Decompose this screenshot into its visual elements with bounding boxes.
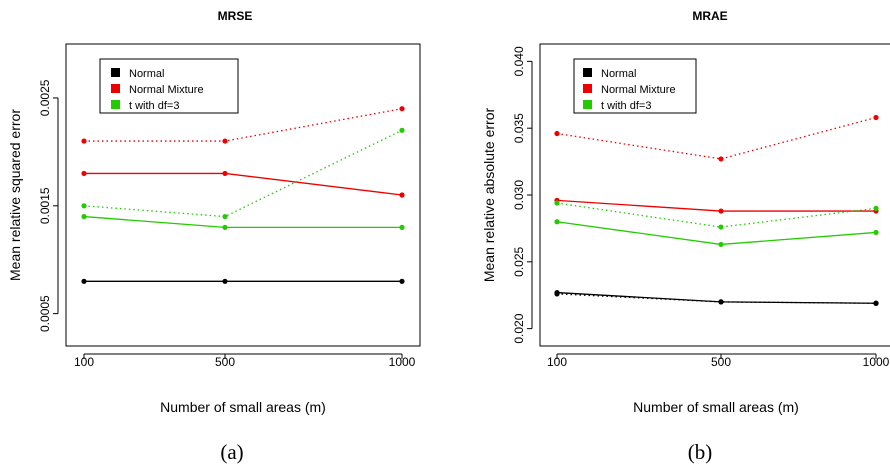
y-tick-label-b-0: 0.020 — [512, 313, 526, 343]
legend-a-swatch-t-df3 — [111, 100, 120, 109]
series-line-b-t-with-df-3-dotted — [556, 202, 877, 228]
data-point-a-normal-mixture-solid-2 — [399, 192, 405, 198]
x-tick-label-b-2: 1000 — [863, 355, 890, 369]
data-point-a-t-with-df-3-dotted-0 — [81, 203, 87, 209]
series-line-b-normal-dotted — [556, 293, 877, 304]
legend-b-label-normal-mixture: Normal Mixture — [601, 84, 676, 96]
legend-b-label-t-df3: t with df=3 — [601, 100, 651, 112]
legend-a-label-t-df3: t with df=3 — [129, 100, 179, 112]
panel-a-marks — [81, 106, 405, 284]
data-point-b-normal-dotted-1 — [718, 299, 724, 305]
legend-b-swatch-normal-mixture — [583, 84, 592, 93]
y-tick-label-b-4: 0.040 — [512, 46, 526, 76]
data-point-a-normal-mixture-solid-0 — [81, 170, 87, 177]
y-tick-label-b-3: 0.035 — [512, 113, 526, 143]
data-point-b-normal-dotted-2 — [873, 300, 879, 306]
x-tick-label-a-0: 100 — [74, 355, 94, 369]
panel-b-ticks: 100 500 1000 0.020 0.025 0.030 0.035 0.040 — [512, 46, 890, 369]
x-tick-label-a-2: 1000 — [389, 355, 416, 369]
data-point-a-normal-mixture-solid-1 — [222, 170, 228, 177]
legend-a-label-normal: Normal — [129, 68, 164, 80]
panel-a-title: MRSE — [218, 9, 253, 23]
data-point-a-normal-solid-2 — [399, 278, 405, 284]
panel-a-legend-box — [99, 58, 239, 114]
data-point-b-normal-mixture-solid-1 — [718, 208, 724, 214]
x-tick-label-a-1: 500 — [215, 355, 235, 369]
series-line-b-normal-solid — [556, 291, 877, 304]
data-point-b-t-with-df-3-solid-1 — [718, 241, 724, 248]
legend-b-swatch-t-df3 — [583, 100, 592, 109]
data-point-b-t-with-df-3-dotted-2 — [873, 205, 879, 211]
y-tick-label-b-2: 0.030 — [512, 180, 526, 210]
series-line-a-normal-mixture-solid — [84, 172, 403, 196]
panel-b-y-axis-label: Mean relative absolute error — [481, 108, 497, 283]
data-point-a-t-with-df-3-dotted-1 — [222, 213, 228, 220]
data-point-a-normal-mixture-dotted-2 — [399, 106, 405, 112]
series-line-b-t-with-df-3-solid — [556, 221, 877, 246]
x-tick-label-b-1: 500 — [711, 355, 731, 369]
y-tick-label-a-2: 0.0025 — [38, 79, 52, 116]
y-tick-label-a-0: 0.0005 — [38, 295, 52, 332]
data-point-a-t-with-df-3-solid-1 — [222, 224, 228, 230]
series-line-b-normal-mixture-dotted — [556, 116, 877, 160]
panel-b-x-axis-label: Number of small areas (m) — [633, 399, 799, 415]
data-point-b-t-with-df-3-dotted-0 — [554, 200, 560, 206]
series-line-a-normal-mixture-dotted — [84, 108, 403, 142]
panel-b-caption: (b) — [688, 440, 713, 464]
panel-a: MRSE Number of small areas (m) Mean rela… — [7, 9, 421, 464]
data-point-b-t-with-df-3-solid-0 — [554, 219, 560, 225]
series-line-b-normal-mixture-solid — [556, 199, 876, 212]
legend-b-swatch-normal — [583, 68, 592, 77]
panel-a-ticks: 100 500 1000 0.0005 0.0015 0.0025 — [38, 79, 416, 369]
panel-b-title: MRAE — [692, 9, 727, 23]
legend-b-label-normal: Normal — [601, 68, 636, 80]
data-point-b-t-with-df-3-solid-2 — [873, 229, 879, 236]
legend-a-swatch-normal-mixture — [111, 84, 120, 93]
data-point-b-t-with-df-3-dotted-1 — [718, 224, 724, 230]
panel-a-plot-frame — [65, 43, 421, 347]
data-point-b-normal-dotted-0 — [554, 291, 560, 297]
panel-b-legend-box — [573, 58, 697, 114]
panel-b-marks — [554, 114, 879, 306]
panel-b-legend: Normal Normal Mixture t with df=3 — [573, 58, 697, 114]
legend-a-swatch-normal — [111, 68, 120, 77]
data-point-a-normal-solid-1 — [222, 278, 228, 284]
data-point-a-normal-solid-0 — [81, 278, 87, 284]
data-point-a-normal-mixture-dotted-1 — [222, 138, 228, 144]
y-tick-label-a-1: 0.0015 — [38, 187, 52, 224]
panel-a-x-axis-label: Number of small areas (m) — [160, 399, 326, 415]
x-tick-label-b-0: 100 — [547, 355, 567, 369]
data-point-b-normal-mixture-dotted-2 — [873, 114, 879, 121]
data-point-a-t-with-df-3-dotted-2 — [399, 127, 405, 133]
panel-a-legend: Normal Normal Mixture t with df=3 — [99, 58, 239, 114]
y-tick-label-b-1: 0.025 — [512, 246, 526, 276]
panel-b: MRAE Number of small areas (m) Mean rela… — [481, 9, 890, 464]
data-point-a-t-with-df-3-solid-2 — [399, 224, 405, 230]
panel-a-y-axis-label: Mean relative squared error — [7, 109, 23, 281]
data-point-a-t-with-df-3-solid-0 — [81, 213, 87, 220]
panel-a-caption: (a) — [220, 440, 243, 464]
data-point-b-normal-mixture-dotted-1 — [718, 156, 724, 162]
data-point-a-normal-mixture-dotted-0 — [81, 138, 87, 144]
data-point-b-normal-mixture-dotted-0 — [554, 130, 560, 137]
legend-a-label-normal-mixture: Normal Mixture — [129, 84, 204, 96]
series-line-a-t-with-df-3-solid — [83, 215, 402, 229]
panel-b-plot-frame — [539, 43, 890, 347]
